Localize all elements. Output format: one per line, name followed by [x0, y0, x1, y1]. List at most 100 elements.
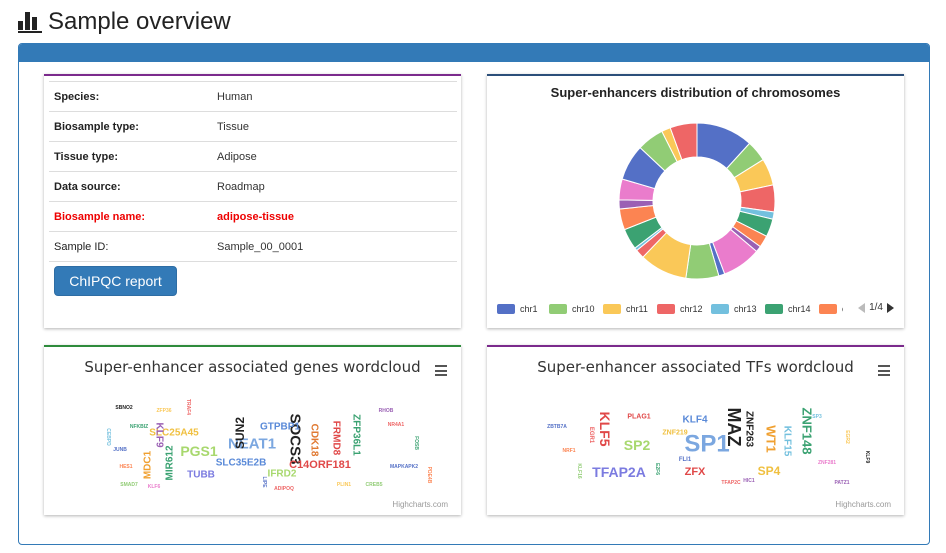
legend-item-chr11[interactable]: chr11 [603, 304, 648, 314]
wordcloud-word[interactable]: HES1 [119, 464, 132, 470]
wordcloud-word[interactable]: NRF1 [562, 448, 575, 454]
legend-prev-icon[interactable] [858, 302, 866, 313]
legend-label: chr1 [520, 304, 538, 314]
wordcloud-word[interactable]: ZNF281 [818, 460, 836, 466]
wordcloud-word[interactable]: ZNF219 [662, 430, 687, 437]
legend-next-icon[interactable] [887, 302, 894, 313]
legend-item-chr12[interactable]: chr12 [657, 304, 703, 314]
info-row: Biosample name: adipose-tissue [49, 201, 457, 232]
wordcloud-word[interactable]: SMAD7 [120, 482, 138, 488]
legend-label: chr10 [572, 304, 595, 314]
legend-swatch [657, 304, 675, 314]
tfs-menu-icon[interactable] [878, 365, 890, 376]
sample-info-card: Species: Human Biosample type: Tissue Tissue… [44, 74, 461, 328]
wordcloud-word[interactable]: WT1 [764, 425, 779, 452]
wordcloud-word[interactable]: PATZ1 [834, 480, 849, 486]
wordcloud-word[interactable]: LIPE [261, 476, 267, 488]
wordcloud-word[interactable]: ZNF263 [744, 411, 755, 448]
legend-label: chr14 [788, 304, 811, 314]
legend-item-chr15[interactable]: chr15 [819, 304, 843, 314]
wordcloud-word[interactable]: PGS1 [180, 443, 218, 459]
wordcloud-word[interactable]: ADIPOQ [274, 486, 294, 492]
legend-label: chr15 [842, 304, 843, 314]
genes-wordcloud: NEAT1 SOCS3 PGS1 SUN2 GTPBP1 SLC25A45 CDK18 FRM… [105, 399, 432, 492]
wordcloud-word[interactable]: PLIN1 [337, 482, 351, 488]
wordcloud-word[interactable]: SLC25A45 [149, 428, 199, 439]
wordcloud-word[interactable]: TUBB [187, 470, 215, 481]
legend-page-number: 1/4 [869, 302, 883, 313]
wordcloud-word[interactable]: SP1 [684, 431, 729, 458]
genes-menu-icon[interactable] [435, 365, 447, 376]
legend-item-chr14[interactable]: chr14 [765, 304, 811, 314]
page-title: Sample overview [48, 8, 231, 35]
wordcloud-word[interactable]: NEAT1 [228, 436, 276, 453]
legend-item-chr1[interactable]: chr1 [497, 304, 538, 314]
wordcloud-word[interactable]: TRAF4 [185, 399, 191, 415]
wordcloud-word[interactable]: EGR2 [844, 430, 850, 444]
wordcloud-word[interactable]: TFAP2A [592, 464, 646, 480]
donut-chart [618, 122, 776, 280]
wordcloud-word[interactable]: ZFX [685, 466, 706, 478]
wordcloud-word[interactable]: TFAP2C [721, 480, 741, 486]
wordcloud-word[interactable]: ZNF148 [800, 408, 815, 455]
bar-chart-icon [18, 11, 42, 33]
info-value: Roadmap [217, 180, 265, 193]
wordcloud-word[interactable]: ZFP36 [156, 408, 171, 414]
info-value: adipose-tissue [217, 210, 295, 223]
wordcloud-word[interactable]: CEBPD [105, 428, 111, 446]
wordcloud-word[interactable]: IFRD2 [268, 469, 297, 480]
wordcloud-word[interactable]: KLF4 [683, 415, 708, 426]
wordcloud-word[interactable]: KLF9 [864, 451, 870, 464]
wordcloud-word[interactable]: MDC1 [143, 450, 154, 479]
info-value: Human [217, 90, 253, 103]
legend-swatch [765, 304, 783, 314]
wordcloud-word[interactable]: NR4A1 [388, 422, 405, 428]
wordcloud-word[interactable]: SLC35E2B [216, 458, 267, 469]
wordcloud-word[interactable]: SBNO2 [115, 405, 132, 411]
wordcloud-word[interactable]: C14ORF181 [289, 459, 351, 471]
wordcloud-word[interactable]: KLF15 [782, 426, 793, 457]
wordcloud-word[interactable]: CREB5 [366, 482, 383, 488]
wordcloud-word[interactable]: FOSB [413, 436, 419, 450]
wordcloud-word[interactable]: E2F6 [654, 463, 660, 475]
highcharts-credit[interactable]: Highcharts.com [835, 500, 891, 509]
highcharts-credit[interactable]: Highcharts.com [392, 500, 448, 509]
wordcloud-word[interactable]: MIR612 [165, 445, 176, 480]
wordcloud-word[interactable]: SP2 [624, 437, 651, 453]
legend-item-chr13[interactable]: chr13 [711, 304, 757, 314]
wordcloud-word[interactable]: RHOB [379, 408, 394, 414]
wordcloud-word[interactable]: JUNB [113, 447, 127, 453]
legend-swatch [711, 304, 729, 314]
donut-slice-chr9[interactable] [669, 122, 698, 161]
wordcloud-word[interactable]: KLF6 [148, 484, 161, 490]
wordcloud-word[interactable]: FRMD8 [331, 421, 342, 456]
wordcloud-word[interactable]: MAPKAPK2 [390, 464, 418, 470]
wordcloud-word[interactable]: HIC1 [743, 478, 755, 484]
legend-label: chr13 [734, 304, 757, 314]
donut-chart-title: Super-enhancers distribution of chromoso… [550, 85, 841, 100]
wordcloud-word[interactable]: KLF5 [597, 412, 613, 447]
info-key: Data source: [54, 180, 121, 193]
wordcloud-word[interactable]: ZFP36L1 [351, 414, 362, 456]
wordcloud-word[interactable]: CDK18 [309, 424, 320, 457]
info-row: Data source: Roadmap [49, 171, 457, 202]
tfs-wordcloud-card: Super-enhancer associated TFs wordcloud … [487, 345, 904, 515]
wordcloud-word[interactable]: EGR1 [588, 427, 594, 444]
wordcloud-word[interactable]: SP3 [812, 414, 822, 420]
wordcloud-word[interactable]: MAZ [724, 408, 744, 447]
wordcloud-word[interactable]: KLF9 [154, 423, 165, 448]
chipqc-report-button[interactable]: ChIPQC report [54, 266, 177, 296]
wordcloud-word[interactable]: SOCS3 [287, 414, 304, 465]
wordcloud-word[interactable]: NFKBIZ [130, 424, 148, 430]
wordcloud-word[interactable]: KLF16 [576, 463, 582, 479]
wordcloud-word[interactable]: GTPBP1 [260, 422, 300, 433]
info-row: Tissue type: Adipose [49, 141, 457, 172]
wordcloud-word[interactable]: SUN2 [233, 417, 247, 449]
wordcloud-word[interactable]: FLI1 [679, 457, 692, 463]
wordcloud-word[interactable]: PDE4B [426, 467, 432, 484]
wordcloud-word[interactable]: SP4 [758, 464, 781, 478]
wordcloud-word[interactable]: ZBTB7A [547, 424, 567, 430]
wordcloud-word[interactable]: PLAG1 [627, 414, 650, 421]
legend-item-chr10[interactable]: chr10 [549, 304, 595, 314]
